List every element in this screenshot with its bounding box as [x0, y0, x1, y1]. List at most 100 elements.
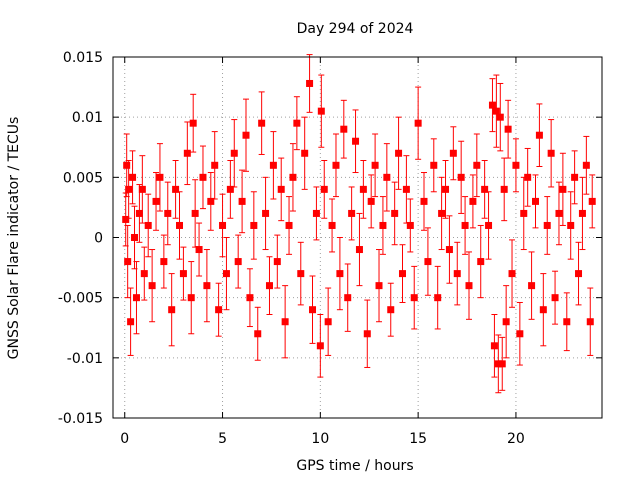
data-point — [156, 173, 164, 181]
data-point — [575, 270, 583, 278]
data-point — [135, 209, 143, 217]
data-point — [488, 101, 496, 109]
data-point — [442, 185, 450, 193]
data-point — [490, 342, 498, 350]
data-series — [122, 54, 596, 394]
data-point — [494, 360, 502, 368]
data-point — [258, 119, 266, 127]
data-point — [219, 221, 227, 229]
data-point — [144, 221, 152, 229]
data-point — [424, 258, 432, 266]
data-point — [269, 161, 277, 169]
data-point — [391, 209, 399, 217]
data-point — [496, 113, 504, 121]
data-point — [516, 330, 524, 338]
data-point — [129, 173, 137, 181]
data-point — [124, 258, 132, 266]
data-point — [449, 149, 457, 157]
data-point — [520, 209, 528, 217]
data-point — [453, 270, 461, 278]
data-point — [563, 318, 571, 326]
data-point — [434, 294, 442, 302]
data-point — [281, 318, 289, 326]
data-point — [199, 173, 207, 181]
data-point — [406, 221, 414, 229]
data-point — [371, 161, 379, 169]
data-point — [524, 173, 532, 181]
data-point — [528, 282, 536, 290]
data-point — [410, 294, 418, 302]
data-point — [242, 131, 250, 139]
data-point — [138, 185, 146, 193]
data-point — [254, 330, 262, 338]
data-point — [289, 173, 297, 181]
data-point — [297, 270, 305, 278]
data-point — [420, 197, 428, 205]
data-point — [183, 149, 191, 157]
data-point — [445, 246, 453, 254]
data-point — [246, 294, 254, 302]
data-point — [312, 209, 320, 217]
x-tick-label: 15 — [409, 431, 427, 447]
data-point — [211, 161, 219, 169]
data-point — [160, 258, 168, 266]
data-point — [582, 161, 590, 169]
data-point — [187, 294, 195, 302]
data-point — [473, 161, 481, 169]
data-point — [179, 270, 187, 278]
data-point — [324, 318, 332, 326]
y-tick-label: -0.005 — [58, 291, 103, 307]
data-point — [328, 221, 336, 229]
data-point — [140, 270, 148, 278]
data-point — [317, 107, 325, 115]
data-point — [512, 161, 520, 169]
y-tick-label: 0.005 — [63, 170, 103, 186]
data-point — [539, 306, 547, 314]
data-point — [586, 318, 594, 326]
data-point — [485, 221, 493, 229]
data-point — [189, 119, 197, 127]
data-point — [461, 221, 469, 229]
data-point — [285, 221, 293, 229]
data-point — [125, 185, 133, 193]
data-point — [578, 209, 586, 217]
data-point — [551, 294, 559, 302]
data-point — [172, 185, 180, 193]
data-point — [222, 270, 230, 278]
data-point — [207, 197, 215, 205]
data-point — [359, 185, 367, 193]
data-point — [571, 173, 579, 181]
data-point — [438, 209, 446, 217]
data-point — [226, 185, 234, 193]
data-point — [402, 185, 410, 193]
data-point — [131, 234, 139, 241]
data-point — [383, 173, 391, 181]
data-point — [238, 197, 246, 205]
data-point — [588, 197, 596, 205]
data-point — [309, 306, 317, 314]
data-point — [250, 221, 258, 229]
data-point — [502, 318, 510, 326]
y-tick-label: 0.01 — [72, 110, 103, 126]
data-point — [164, 209, 172, 217]
data-point — [504, 125, 512, 133]
data-point — [465, 282, 473, 290]
data-point — [395, 149, 403, 157]
data-point — [508, 270, 516, 278]
data-point — [336, 270, 344, 278]
data-point — [457, 173, 465, 181]
data-point — [293, 119, 301, 127]
data-point — [332, 161, 340, 169]
data-point — [168, 306, 176, 314]
data-point — [262, 209, 270, 217]
data-point — [320, 185, 328, 193]
data-point — [379, 221, 387, 229]
data-point — [316, 342, 324, 350]
data-point — [215, 306, 223, 314]
x-tick-labels: 0 5 10 15 20 — [120, 431, 525, 447]
data-point — [363, 330, 371, 338]
data-point — [176, 221, 184, 229]
data-point — [477, 258, 485, 266]
x-tick-label: 0 — [120, 431, 129, 447]
x-axis-label: GPS time / hours — [296, 458, 413, 474]
